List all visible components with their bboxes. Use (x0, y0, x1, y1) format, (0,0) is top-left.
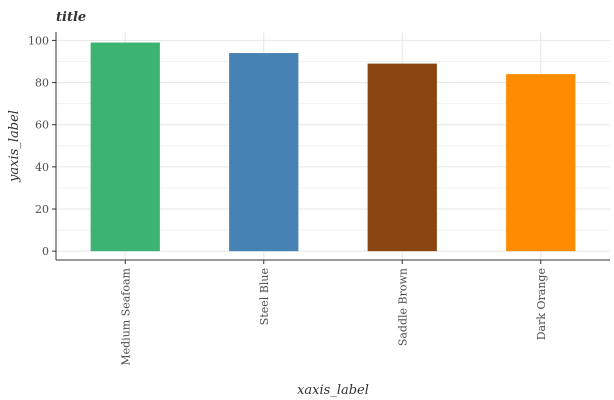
x-axis-label: xaxis_label (297, 383, 369, 398)
bar-steel-blue (229, 53, 299, 252)
y-axis-label: yaxis_label (7, 110, 22, 183)
y-axis: 0 20 40 60 80 100 (28, 32, 57, 260)
x-axis: Medium Seafoam Steel Blue Saddle Brown Dark… (56, 259, 610, 366)
y-tick-label: 0 (42, 245, 49, 258)
y-tick-label: 20 (35, 203, 49, 216)
x-tick-label: Steel Blue (258, 268, 271, 325)
y-tick-label: 60 (35, 119, 49, 132)
y-tick-label: 100 (28, 34, 49, 47)
x-tick-label: Medium Seafoam (119, 267, 132, 365)
bar-medium-seafoam (90, 42, 160, 252)
chart-title: title (56, 10, 86, 25)
y-tick-label: 80 (35, 77, 49, 90)
x-tick-label: Dark Orange (535, 268, 548, 340)
bar-dark-orange (506, 74, 576, 252)
x-tick-label: Saddle Brown (396, 268, 409, 346)
bars (90, 42, 576, 252)
bar-saddle-brown (367, 63, 437, 252)
y-tick-label: 40 (35, 161, 49, 174)
